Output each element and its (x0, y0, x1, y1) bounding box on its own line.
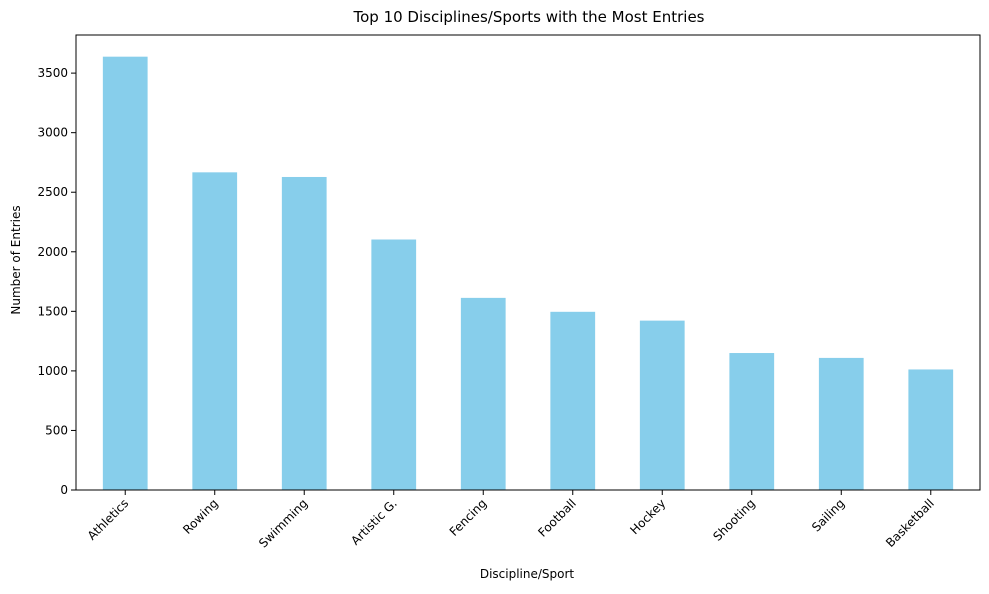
x-tick-label: Shooting (710, 496, 757, 543)
y-tick-label: 3000 (37, 126, 68, 140)
x-tick-label: Artistic G. (348, 496, 400, 548)
x-axis: Athletics Rowing Swimming Artistic G. Fencin… (85, 490, 937, 550)
y-tick-label: 1500 (37, 304, 68, 318)
x-tick-label: Fencing (447, 496, 490, 539)
x-tick-label: Basketball (883, 496, 937, 550)
bar-athletics (102, 56, 148, 490)
bar-basketball (908, 369, 954, 490)
y-tick-label: 3500 (37, 66, 68, 80)
x-tick-label: Swimming (256, 496, 310, 550)
bar-swimming (281, 176, 327, 490)
bar-shooting (729, 353, 775, 490)
x-tick-label: Sailing (809, 496, 847, 534)
plot-frame (75, 34, 981, 491)
x-tick-label: Football (535, 496, 578, 539)
bar-sailing (818, 357, 864, 490)
y-tick-label: 500 (45, 423, 68, 437)
bar-hockey (639, 320, 685, 490)
y-tick-label: 2500 (37, 185, 68, 199)
y-axis-label: Number of Entries (9, 205, 23, 314)
y-axis: 0 500 1000 1500 2000 2500 3000 3500 (37, 66, 76, 497)
x-tick-label: Hockey (627, 496, 668, 537)
bar-fencing (460, 297, 506, 490)
x-axis-label: Discipline/Sport (480, 567, 575, 581)
x-tick-label: Athletics (85, 496, 132, 543)
bar-football (550, 311, 596, 490)
bar-artistic-g (371, 239, 417, 490)
bar-rowing (192, 172, 238, 490)
y-tick-label: 2000 (37, 245, 68, 259)
chart-title: Top 10 Disciplines/Sports with the Most … (353, 8, 705, 26)
x-tick-label: Rowing (180, 496, 221, 537)
y-tick-label: 0 (60, 483, 68, 497)
bars-group (102, 56, 954, 490)
y-tick-label: 1000 (37, 364, 68, 378)
